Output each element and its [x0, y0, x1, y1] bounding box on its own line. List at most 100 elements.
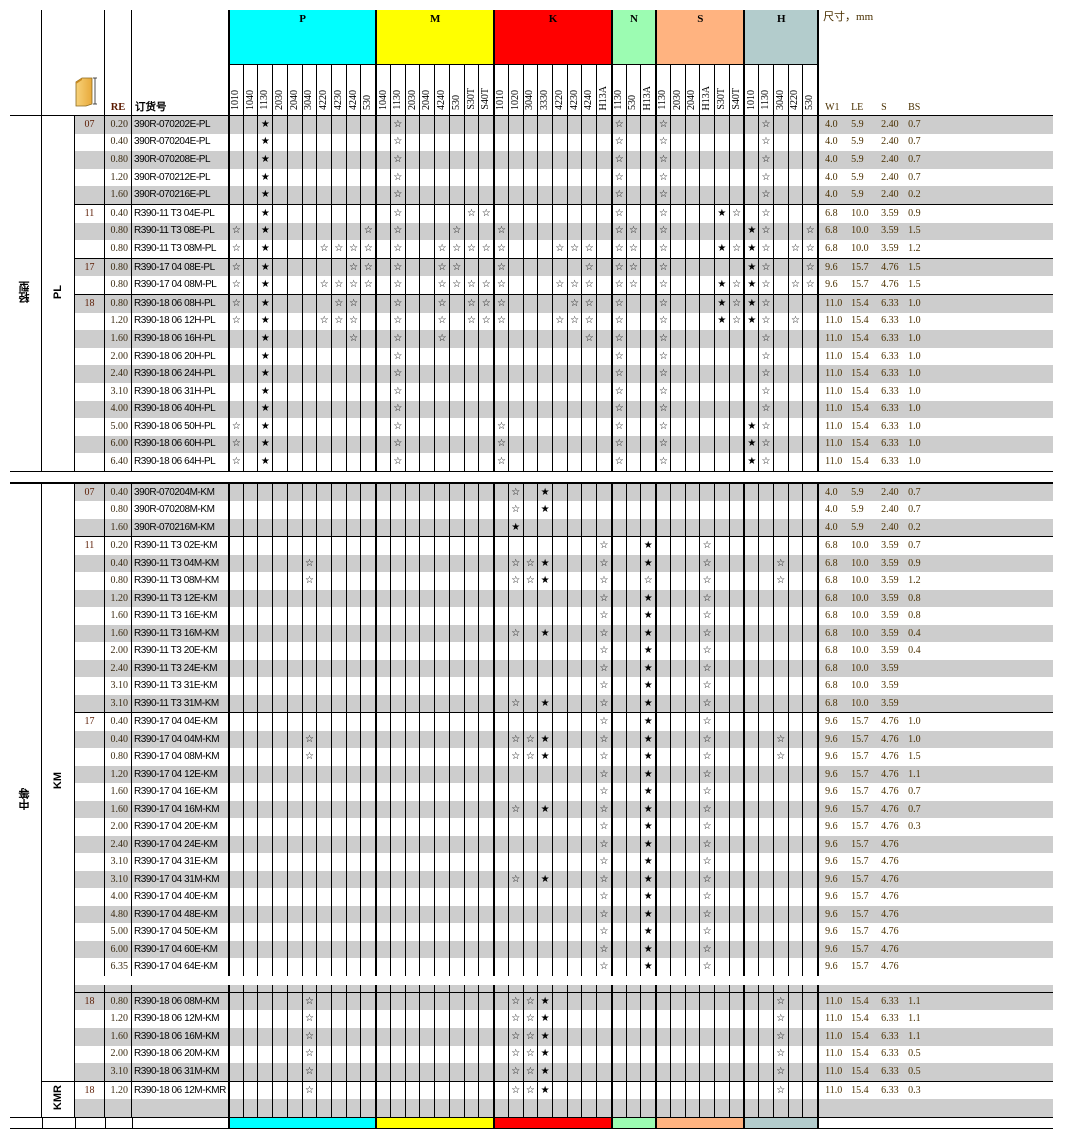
- grade-cell: [478, 382, 493, 401]
- grade-cell: [610, 783, 626, 801]
- dim-cell-w1: 11.0: [817, 1028, 846, 1046]
- star-outline-icon: ☆: [761, 385, 771, 397]
- dim-cell-s: 6.33: [881, 385, 899, 397]
- grade-cell: [331, 365, 346, 383]
- grade-cell: [345, 482, 361, 502]
- grade-cell: [537, 853, 552, 871]
- grade-cell: [684, 1063, 700, 1081]
- grade-cell: [419, 730, 435, 749]
- grade-cell: [478, 783, 493, 801]
- grade-cell: [669, 572, 685, 590]
- grade-cell: [610, 624, 626, 643]
- grade-cell: [448, 607, 464, 625]
- order-number-header: 订货号: [135, 101, 167, 113]
- star-outline-icon: ☆: [658, 438, 668, 450]
- grade-cell: ☆: [596, 659, 611, 678]
- grade-cell: [713, 835, 729, 854]
- corner-radius-cell: 0.80: [105, 222, 132, 241]
- star-outline-icon: ☆: [437, 315, 447, 327]
- grade-cell: [743, 958, 758, 976]
- grade-cell: [581, 607, 596, 625]
- grade-cell: [228, 151, 243, 169]
- grade-cell: ☆: [699, 572, 714, 590]
- dimensions-title: 尺寸，mm: [817, 10, 1053, 65]
- grade-cell: [286, 257, 302, 277]
- grade-cell: [507, 905, 523, 924]
- dim-cell-bs: 0.2: [902, 186, 1054, 204]
- grade-cell: [640, 203, 656, 223]
- grade-label: H13A: [701, 85, 713, 110]
- grade-cell: ☆: [434, 293, 449, 313]
- grade-cell: [802, 400, 818, 419]
- grade-cell: [713, 624, 729, 643]
- grade-cell: [522, 765, 538, 784]
- grade-cell: [434, 870, 449, 889]
- grade-cell: [360, 168, 375, 187]
- grade-cell: [537, 115, 552, 134]
- grade-cell: ☆: [507, 991, 523, 1011]
- grade-cell: [463, 1010, 479, 1029]
- grade-cell: ★: [257, 257, 273, 277]
- star-filled-icon: ★: [717, 242, 727, 254]
- grade-cell: [610, 712, 626, 731]
- size-cell: [75, 835, 105, 854]
- grade-cell: ☆: [772, 1045, 788, 1064]
- corner-radius-cell: 2.40: [105, 659, 132, 678]
- grade-cell: [507, 677, 523, 695]
- grade-cell: [551, 347, 567, 366]
- grade-cell: ★: [257, 133, 272, 152]
- grade-cell: [286, 330, 302, 348]
- grade-cell: ☆: [390, 347, 405, 366]
- grade-cell: [566, 870, 582, 889]
- dim-cell-w1: 9.6: [817, 958, 845, 976]
- dim-cell-s: 4.76: [881, 926, 899, 938]
- grade-cell: [301, 642, 317, 660]
- grade-cell: [566, 958, 582, 976]
- grade-cell: [522, 400, 538, 419]
- grade-cell: ☆: [522, 1080, 538, 1100]
- grade-cell: [772, 203, 788, 223]
- grade-cell: ☆: [228, 222, 243, 241]
- grade-cell: ★: [257, 347, 272, 366]
- grade-cell: [316, 1045, 331, 1064]
- grade-cell: ★: [640, 765, 656, 784]
- grade-cell: [640, 453, 655, 471]
- order-code-cell: R390-11 T3 02E-KM: [132, 536, 228, 555]
- grade-cell: [522, 115, 538, 134]
- grade-cell: [713, 1045, 729, 1064]
- grade-cell: [375, 1063, 391, 1081]
- series-text: PL: [51, 284, 64, 299]
- grade-cell: [802, 624, 818, 643]
- grade-cell: [758, 1063, 773, 1081]
- grade-cell: [551, 518, 567, 537]
- grade-cell: [286, 888, 302, 906]
- corner-radius-cell: 0.80: [105, 748, 132, 766]
- grade-cell: ☆: [610, 257, 626, 277]
- grade-cell: [242, 365, 258, 383]
- star-outline-icon: ☆: [614, 420, 624, 432]
- grade-cell: [434, 677, 449, 695]
- grade-cell: [463, 923, 479, 941]
- dim-cell-s: 3.59: [881, 242, 899, 254]
- grade-cell: [316, 1010, 331, 1029]
- corner-radius-cell: 1.60: [105, 607, 132, 625]
- grade-cell: [301, 624, 317, 643]
- dim-cell-bs: 0.7: [908, 171, 921, 183]
- star-outline-icon: ☆: [776, 733, 786, 745]
- grade-cell: [272, 312, 287, 331]
- dim-cell-s: 2.40: [875, 518, 903, 537]
- table-row: 0.80 R390-11 T3 08M-KM ☆ ☆ ☆ ★ ☆ ☆ ☆ ☆ 6.8 10.0 3.59…: [10, 572, 1053, 590]
- grade-cell: ☆: [699, 712, 714, 731]
- grade-cell: [566, 482, 582, 502]
- grade-cell: [375, 607, 390, 625]
- grade-cell: [507, 659, 523, 678]
- grade-cell: [713, 853, 729, 871]
- grade-cell: [522, 293, 538, 313]
- order-code-cell: R390-11 T3 16M-KM: [132, 624, 228, 643]
- dim-cell-le: 15.4: [851, 420, 869, 432]
- grade-cell: [728, 186, 744, 204]
- grade-cell: [434, 1063, 449, 1081]
- dim-cell-s: 4.76: [881, 786, 899, 798]
- grade-cell: [463, 1063, 479, 1081]
- grade-cell: ★: [640, 589, 656, 608]
